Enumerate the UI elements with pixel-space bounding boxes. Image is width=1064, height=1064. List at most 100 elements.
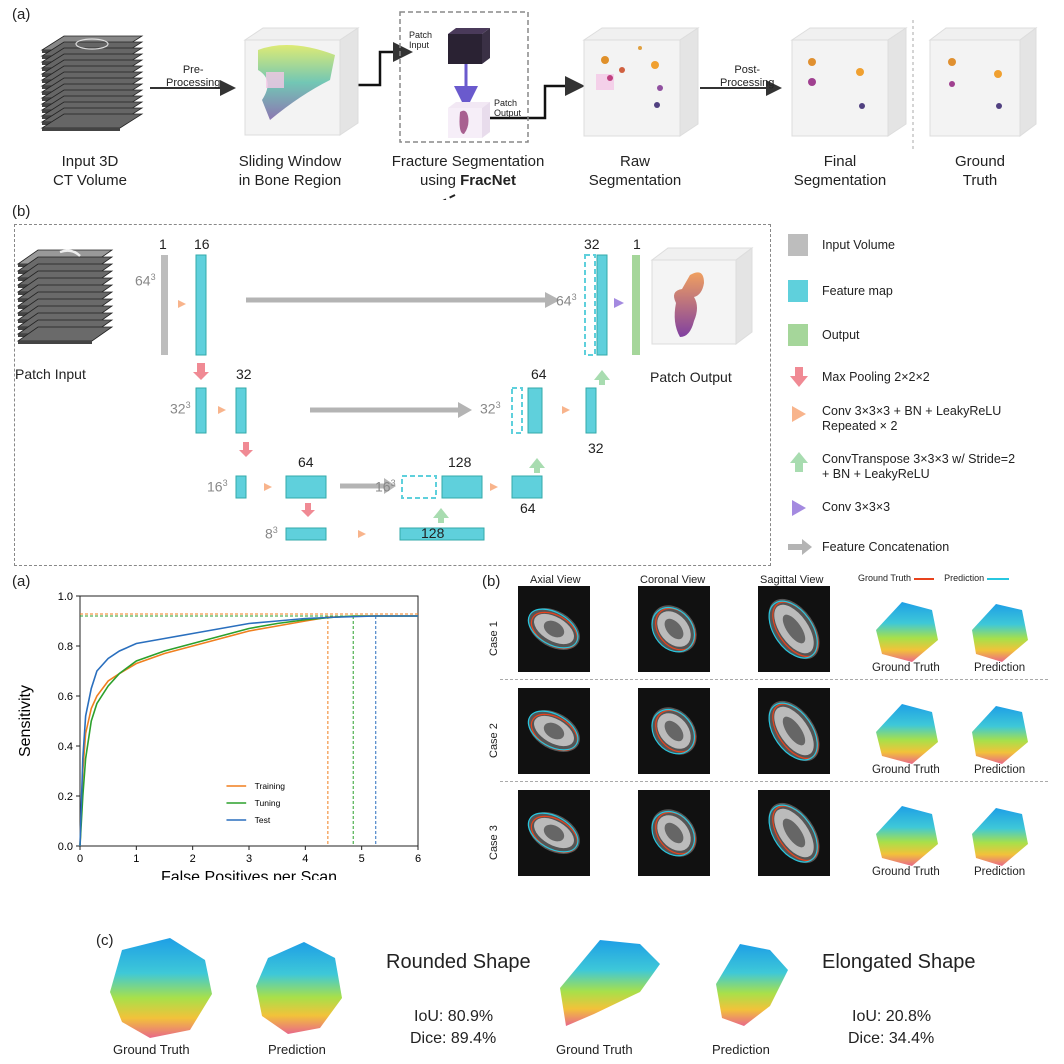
patch-output-shape: [674, 272, 704, 337]
preprocess-label: Pre- Processing: [166, 64, 221, 89]
network-legend: Input Volume Feature map Output Max Pool…: [788, 230, 1058, 560]
ground-truth-cube: [928, 27, 1038, 137]
series-line-test: [79, 615, 418, 847]
view-axial: Axial View: [530, 574, 581, 586]
caption-fracnet: Fracture Segmentation using FracNet: [391, 153, 545, 189]
patch-input-cube: [448, 28, 490, 64]
case-3d-renders: [876, 704, 1028, 764]
x-tick-label: 0: [77, 853, 83, 865]
ch-1-out: 1: [633, 236, 641, 252]
ch-128-dec: 128: [448, 454, 472, 470]
rounded-pred-shape: [256, 942, 342, 1034]
ct-slice-image: [518, 688, 590, 774]
case-3d-renders: [876, 602, 1028, 662]
conv-purple-triangle-icon: [792, 500, 806, 516]
elongated-dice: Dice: 34.4%: [848, 1030, 935, 1047]
series-line-tuning: [79, 615, 418, 847]
feature-64-dec2: [527, 387, 543, 434]
feature-64: [285, 475, 327, 499]
shape-renderings: [110, 938, 788, 1038]
ch-32-dec1: 32: [584, 236, 600, 252]
size-16-dec: 163: [375, 478, 396, 495]
rounded-gt-shape: [110, 938, 212, 1038]
size-64-dec: 643: [556, 292, 577, 309]
case-gt-label: Ground Truth: [872, 866, 940, 878]
y-tick-label: 0.6: [58, 691, 73, 703]
from-fracnet-arrow: [490, 76, 585, 120]
raw-segmentation-cube: [582, 27, 700, 137]
conv-triangle-icon: [792, 406, 806, 422]
legend-entry-training: Training: [255, 781, 286, 791]
panel-label-a-top: (a): [12, 6, 31, 23]
input-volume-icon: [788, 234, 808, 256]
legend-entry-test: Test: [255, 815, 271, 825]
x-tick-label: 2: [190, 853, 196, 865]
x-tick-label: 6: [415, 853, 421, 865]
case-pred-label: Prediction: [974, 764, 1026, 776]
case-divider: [500, 781, 1048, 782]
case-label: Case 1: [488, 621, 500, 656]
ch-16: 16: [194, 236, 210, 252]
froc-chart: 0 1 2 3 4 5 6 0.0 0.2 0.4 0.6 0.8 1.0 False Positives…: [17, 591, 421, 880]
legend-output: Output: [822, 328, 860, 342]
caption-raw: Raw Segmentation: [588, 153, 682, 189]
feature-16: [195, 254, 207, 356]
panel-label-c: (c): [96, 932, 114, 949]
rounded-pred-label: Prediction: [268, 1042, 326, 1057]
ch-64-dec2: 64: [531, 366, 547, 382]
elongated-pred-label: Prediction: [712, 1042, 770, 1057]
legend-conv-final: Conv 3×3×3: [822, 500, 891, 514]
patch-input-label-net: Patch Input: [15, 366, 86, 382]
y-axis-label: Sensitivity: [17, 685, 34, 757]
panel-label-b-network: (b): [12, 203, 31, 220]
caption-final: Final Segmentation: [793, 153, 887, 189]
y-tick-label: 0.2: [58, 791, 73, 803]
conv-transpose-up-arrow-icon: [790, 452, 808, 472]
panel-label-a-froc: (a): [12, 573, 31, 590]
case-divider: [500, 679, 1048, 680]
x-tick-label: 1: [133, 853, 139, 865]
elongated-pred-shape: [716, 944, 788, 1026]
elongated-iou: IoU: 20.8%: [852, 1008, 932, 1025]
feature-map-icon: [788, 280, 808, 302]
ch-32: 32: [236, 366, 252, 382]
x-tick-label: 5: [359, 853, 365, 865]
y-tick-label: 0.4: [58, 741, 73, 753]
case-gt-label: Ground Truth: [872, 764, 940, 776]
case-legend: Ground Truth Prediction: [858, 573, 1009, 583]
ch-64: 64: [298, 454, 314, 470]
feature-128-bottleneck: [399, 527, 485, 541]
y-tick-label: 0.0: [58, 841, 73, 853]
ct-slice-image: [758, 688, 830, 774]
caption-sliding-window: Sliding Window in Bone Region: [238, 153, 342, 189]
gt-line-swatch: [913, 577, 934, 580]
elongated-gt-shape: [560, 940, 660, 1026]
legend-feature-map: Feature map: [822, 284, 893, 298]
caption-input-ct: Input 3D CT Volume: [53, 153, 127, 189]
panel-label-b-cases: (b): [482, 573, 501, 590]
elongated-gt-label: Ground Truth: [556, 1042, 633, 1057]
legend-conv-transpose: ConvTranspose 3×3×3 w/ Stride=2 + BN + L…: [822, 452, 1016, 481]
legend-conv: Conv 3×3×3 + BN + LeakyReLU Repeated × 2: [822, 404, 1002, 433]
x-axis-label: False Positives per Scan: [161, 869, 337, 880]
feature-32-dec1: [596, 254, 608, 356]
patch-output-label-net: Patch Output: [650, 369, 732, 385]
case-pred-label: Prediction: [974, 866, 1026, 878]
view-sagittal: Sagittal View: [760, 574, 824, 586]
view-coronal: Coronal View: [640, 574, 706, 586]
ct-volume-stack: [40, 35, 144, 131]
ct-slice-image: [758, 586, 830, 672]
patch-input-stack: [16, 249, 114, 344]
max-pool-down-arrow-icon: [790, 367, 808, 387]
ct-slice-image: [638, 688, 710, 774]
legend-entry-tuning: Tuning: [255, 798, 281, 808]
feature-128-dec3: [441, 475, 483, 499]
ct-slice-image: [518, 790, 590, 876]
rounded-gt-label: Ground Truth: [113, 1042, 190, 1057]
elongated-title: Elongated Shape: [822, 951, 976, 973]
ct-slice-image: [638, 790, 710, 876]
final-segmentation-cube: [790, 27, 908, 137]
concat-arrow-icon: [788, 539, 812, 555]
fracnet-frame: [399, 11, 529, 143]
legend-pred-label: Prediction: [944, 573, 985, 583]
